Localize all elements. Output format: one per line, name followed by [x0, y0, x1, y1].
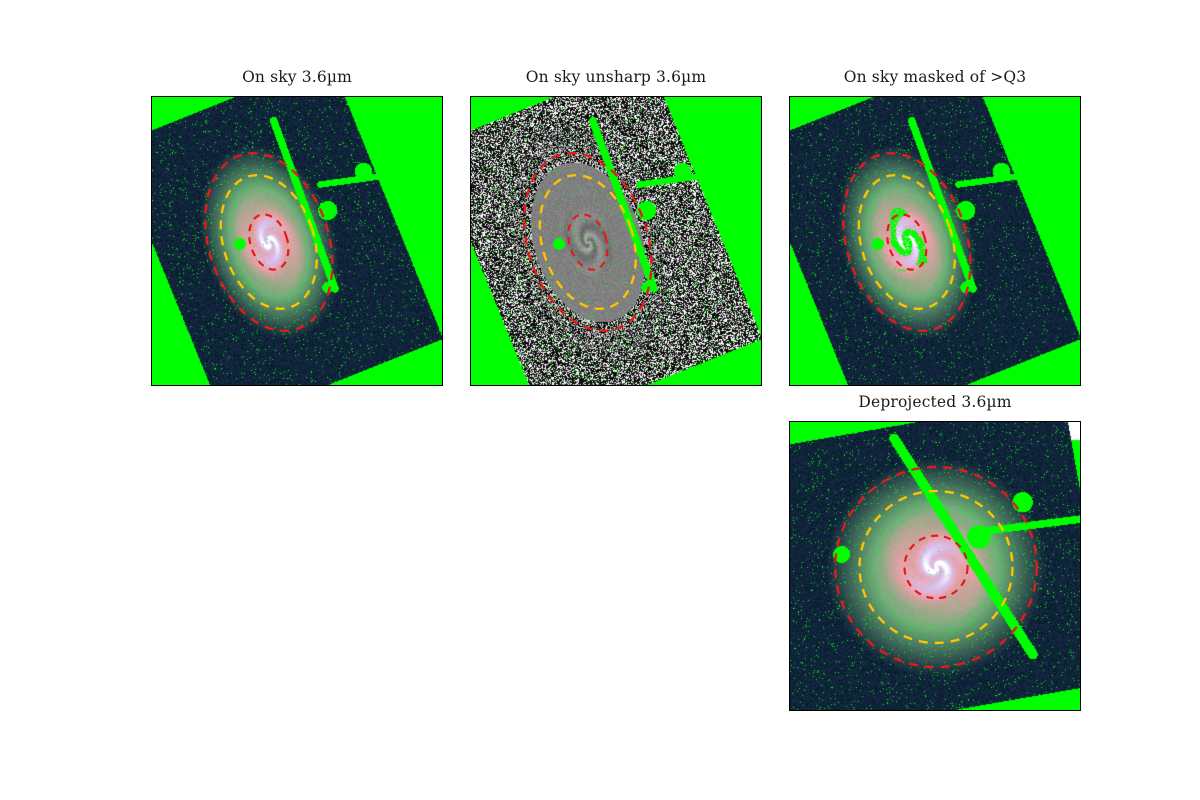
- ellipse-outer-aperture: [834, 465, 1038, 669]
- panel-image-on-sky-unsharp: [470, 96, 762, 386]
- sky-image-on-sky-unsharp: [471, 97, 761, 385]
- ellipse-middle-aperture: [857, 173, 956, 311]
- panel-title-on-sky-masked: On sky masked of >Q3: [843, 68, 1027, 86]
- ellipse-outer-aperture: [842, 151, 972, 333]
- aperture-overlay-on-sky-unsharp: [523, 151, 653, 333]
- aperture-overlay-on-sky: [204, 151, 334, 333]
- sky-image-on-sky-masked: [790, 97, 1080, 385]
- aperture-overlay-deprojected: [834, 465, 1038, 669]
- sky-image-deprojected: [790, 422, 1080, 710]
- ellipse-inner-aperture: [886, 213, 928, 271]
- ellipse-outer-aperture: [523, 151, 653, 333]
- panel-on-sky-masked: On sky masked of >Q3: [789, 68, 1081, 390]
- ellipse-inner-aperture: [248, 213, 290, 271]
- panel-on-sky: On sky 3.6µm: [151, 68, 443, 390]
- panel-title-deprojected: Deprojected 3.6µm: [858, 393, 1012, 411]
- aperture-overlay-on-sky-masked: [842, 151, 972, 333]
- panel-deprojected: Deprojected 3.6µm: [789, 393, 1081, 715]
- ellipse-middle-aperture: [858, 489, 1014, 645]
- ellipse-inner-aperture: [903, 534, 969, 600]
- sky-image-on-sky: [152, 97, 442, 385]
- panel-title-on-sky: On sky 3.6µm: [242, 68, 352, 86]
- panel-title-on-sky-unsharp: On sky unsharp 3.6µm: [525, 68, 707, 86]
- ellipse-outer-aperture: [204, 151, 334, 333]
- ellipse-middle-aperture: [538, 173, 637, 311]
- ellipse-middle-aperture: [219, 173, 318, 311]
- panel-on-sky-unsharp: On sky unsharp 3.6µm: [470, 68, 762, 390]
- ellipse-inner-aperture: [567, 213, 609, 271]
- panel-image-on-sky: [151, 96, 443, 386]
- panel-image-deprojected: [789, 421, 1081, 711]
- panel-image-on-sky-masked: [789, 96, 1081, 386]
